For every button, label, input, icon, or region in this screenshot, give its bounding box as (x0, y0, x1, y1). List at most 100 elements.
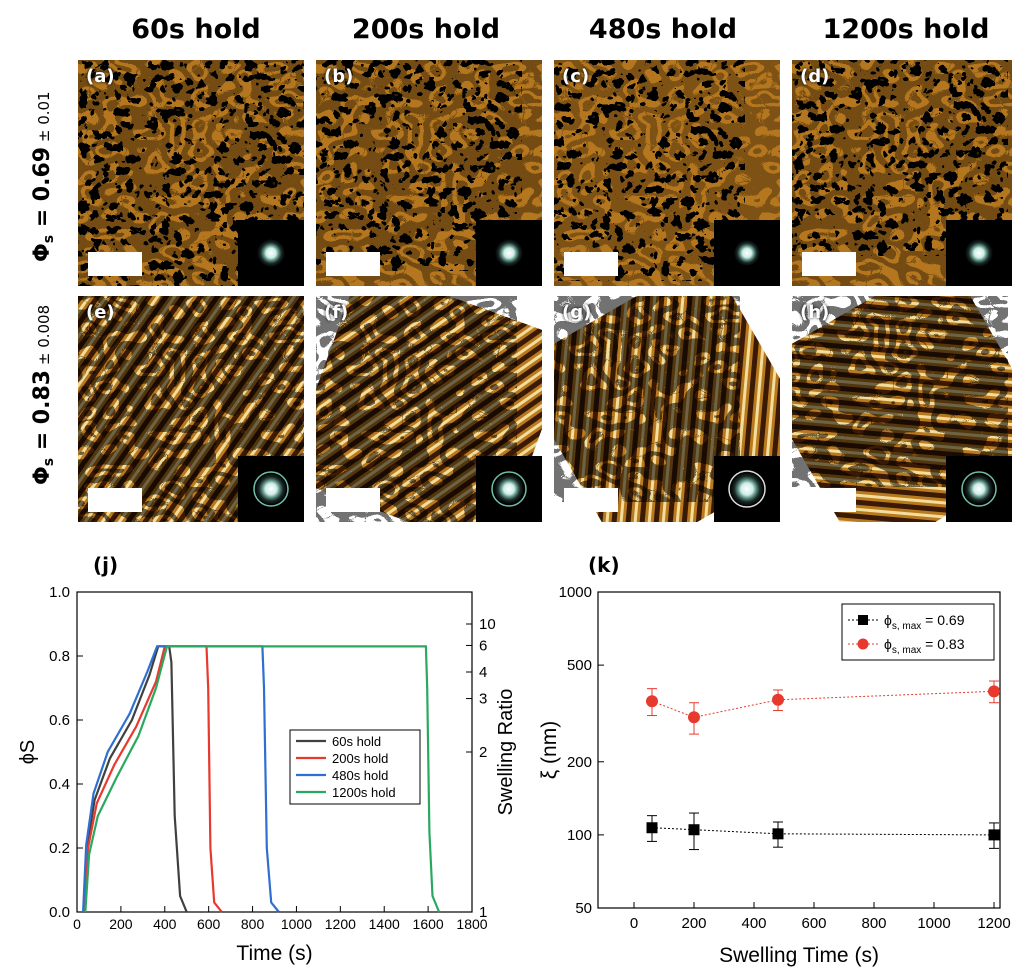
x-axis-label: Time (s) (236, 942, 312, 965)
column-title-200s: 200s hold (351, 14, 501, 45)
panel-label: (d) (800, 66, 830, 87)
row-label-069: Φs = 0.69 ± 0.01 (30, 91, 57, 262)
legend-value: = 0.69 (921, 612, 964, 628)
x-tick-label: 1800 (456, 916, 487, 932)
fft-inset (946, 220, 1012, 286)
data-point-1 (988, 685, 1000, 698)
afm-image-h: (h) (792, 296, 1012, 522)
row-subscript: s (41, 234, 58, 244)
legend-label-0: ϕs, max = 0.69 (884, 612, 965, 632)
row-value: = 0.69 (30, 146, 55, 235)
series-line-1 (83, 645, 223, 913)
legend-marker-1 (857, 638, 869, 650)
panel-label: (b) (324, 66, 354, 87)
row-value: = 0.83 (30, 369, 55, 458)
scale-bar (88, 488, 142, 512)
afm-image-d: (d) (792, 60, 1012, 286)
x-tick-label: 400 (741, 915, 766, 932)
row-label-083: Φs = 0.83 ± 0.008 (30, 305, 57, 485)
chart-k-label: (k) (588, 553, 620, 577)
scale-bar (88, 252, 142, 276)
fft-inset (476, 220, 542, 286)
x-axis-label: Swelling Time (s) (719, 944, 879, 967)
scale-bar (326, 252, 380, 276)
legend-symbol: ϕ (884, 612, 892, 628)
y-tick-label: 200 (567, 754, 592, 771)
panel-label: (g) (562, 302, 592, 323)
x-tick-label: 0 (73, 916, 81, 932)
series-line-0 (82, 645, 188, 913)
fft-inset (238, 456, 304, 522)
panel-label: (c) (562, 66, 590, 87)
x-tick-label: 800 (861, 915, 886, 932)
y2-tick-label: 10 (479, 616, 496, 633)
scale-bar (564, 488, 618, 512)
data-point-0 (988, 829, 1000, 841)
y-tick-label: 1.0 (49, 584, 70, 601)
x-tick-label: 600 (197, 916, 221, 932)
y-tick-label: 0.6 (49, 712, 70, 729)
x-tick-label: 400 (153, 916, 177, 932)
x-tick-label: 1200 (325, 916, 356, 932)
afm-image-b: (b) (316, 60, 542, 286)
y2-tick-label: 3 (479, 691, 487, 708)
afm-image-f: (f) (316, 296, 542, 522)
y-tick-label: 0.4 (49, 776, 70, 793)
panel-label: (f) (324, 302, 349, 323)
legend-value: = 0.83 (921, 636, 964, 652)
fft-inset (714, 456, 780, 522)
x-tick-label: 200 (109, 916, 133, 932)
x-tick-label: 1400 (369, 916, 400, 932)
scale-bar (326, 488, 380, 512)
row-error: ± 0.01 (35, 91, 53, 147)
panel-label: (e) (86, 302, 115, 323)
data-point-1 (646, 695, 658, 708)
legend-box (841, 603, 995, 661)
legend-subscript: s, max (892, 645, 921, 656)
series-line-2 (82, 645, 280, 913)
scale-bar (802, 252, 856, 276)
row-symbol: Φ (30, 243, 55, 262)
panel-label: (a) (86, 66, 115, 87)
y2-tick-label: 6 (479, 637, 487, 654)
chart-xi-vs-swelling-time: 0 200 400 600 800 1000 1200 50 100 200 500 1000 Swel… (538, 584, 1011, 967)
y-tick-label: 500 (567, 657, 592, 674)
y-tick-label: 0.8 (49, 648, 70, 665)
legend-label-0: 60s hold (332, 734, 381, 749)
afm-image-e: (e) (78, 296, 304, 522)
fft-inset (476, 456, 542, 522)
legend-label-1: 200s hold (332, 751, 388, 766)
x-tick-label: 200 (681, 915, 706, 932)
legend-label-1: ϕs, max = 0.83 (884, 636, 965, 656)
x-tick-label: 1000 (917, 915, 950, 932)
y2-axis-label: Swelling Ratio (495, 689, 517, 816)
series-line-3 (84, 645, 441, 913)
data-point-1 (772, 693, 784, 706)
column-title-1200s: 1200s hold (822, 14, 990, 45)
x-tick-label: 1600 (413, 916, 444, 932)
y-tick-label: 100 (567, 827, 592, 844)
y2-tick-label: 1 (479, 904, 487, 921)
afm-image-g: (g) (554, 296, 780, 522)
scale-bar (564, 252, 618, 276)
panel-label: (h) (800, 302, 830, 323)
legend-label-2: 480s hold (332, 768, 388, 783)
series-line-0 (651, 827, 995, 836)
scale-bar (802, 488, 856, 512)
chart-j-label: (j) (93, 553, 119, 577)
series-line-1 (651, 690, 995, 718)
row-symbol: Φ (30, 466, 55, 485)
legend-marker-0 (858, 615, 868, 625)
y-axis-label: ξ (nm) (538, 721, 561, 779)
y-tick-label: 0.0 (49, 904, 70, 921)
x-tick-label: 1200 (977, 915, 1010, 932)
x-tick-label: 0 (630, 915, 638, 932)
legend-symbol: ϕ (884, 636, 892, 652)
data-point-1 (688, 711, 700, 724)
y2-tick-label: 2 (479, 744, 487, 761)
fft-inset (238, 220, 304, 286)
y-tick-label: 1000 (559, 584, 592, 601)
fft-inset (714, 220, 780, 286)
afm-image-a: (a) (78, 60, 304, 286)
data-point-0 (772, 828, 784, 840)
